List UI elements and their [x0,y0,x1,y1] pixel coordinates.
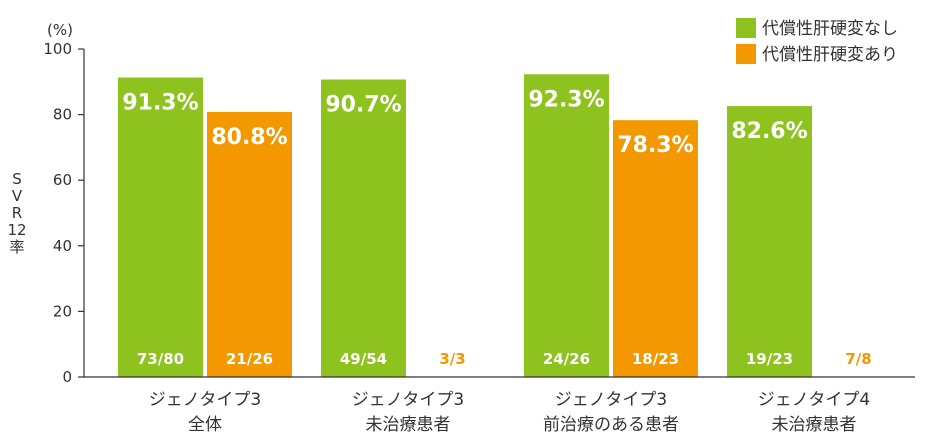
legend-label: 代償性肝硬変あり [762,45,898,65]
y-tick-label: 60 [53,171,72,189]
bar [727,106,812,378]
y-tick-label: 80 [53,106,72,124]
category-label-line2: 未治療患者 [366,415,451,435]
category-label-line1: ジェノタイプ4 [758,390,870,410]
y-axis-label-char: 率 [9,238,24,256]
bar [207,111,292,377]
bar-value-label: 78.3% [617,133,693,158]
bars-group: 91.3% 73/80 90.7% 49/54 92.3% 24/26 82.6% 19/23… [84,74,915,378]
bar [118,77,203,377]
category-label-line2: 全体 [188,415,222,435]
y-tick-label: 100 [43,40,72,58]
bar-n-label: 3/3 [439,350,465,368]
bar-value-label: 90.7% [325,93,401,118]
bar-n-label: 19/23 [746,350,793,368]
bar [524,74,609,378]
y-tick-label: 0 [62,368,72,386]
bar-value-label: 80.8% [211,125,287,150]
bar-n-label: 21/26 [226,350,273,368]
x-axis-labels: ジェノタイプ3 全体 ジェノタイプ3 未治療患者 ジェノタイプ3 前治療のある患者 ジェノタ… [149,390,870,435]
legend-swatch [736,18,756,38]
y-tick-label: 20 [53,302,72,320]
category-label-line1: ジェノタイプ3 [555,390,667,410]
y-axis-label-char: 12 [7,221,26,239]
bar-n-label: 24/26 [543,350,590,368]
bar-value-label: 82.6% [731,119,807,144]
legend-swatch [736,44,756,64]
bar-n-label: 49/54 [340,350,387,368]
bar [321,79,406,377]
y-axis-label-char: R [12,204,22,222]
y-unit-label: (%) [47,21,73,39]
category-label-line1: ジェノタイプ3 [352,390,464,410]
y-tick-label: 40 [53,237,72,255]
category-label-line2: 未治療患者 [772,415,857,435]
bar-n-label: 73/80 [137,350,184,368]
bar [613,120,698,378]
bar-value-label: 91.3% [122,91,198,116]
category-label-line1: ジェノタイプ3 [149,390,261,410]
y-axis-label-char: V [12,187,23,205]
y-axis: 0 20 40 60 80 100 [43,40,85,386]
bar-n-label: 18/23 [632,350,679,368]
bar-value-label: 92.3% [528,87,604,112]
y-axis-label-char: S [12,170,22,188]
bar-n-label: 7/8 [845,350,871,368]
category-label-line2: 前治療のある患者 [543,415,679,435]
legend-label: 代償性肝硬変なし [762,19,898,39]
